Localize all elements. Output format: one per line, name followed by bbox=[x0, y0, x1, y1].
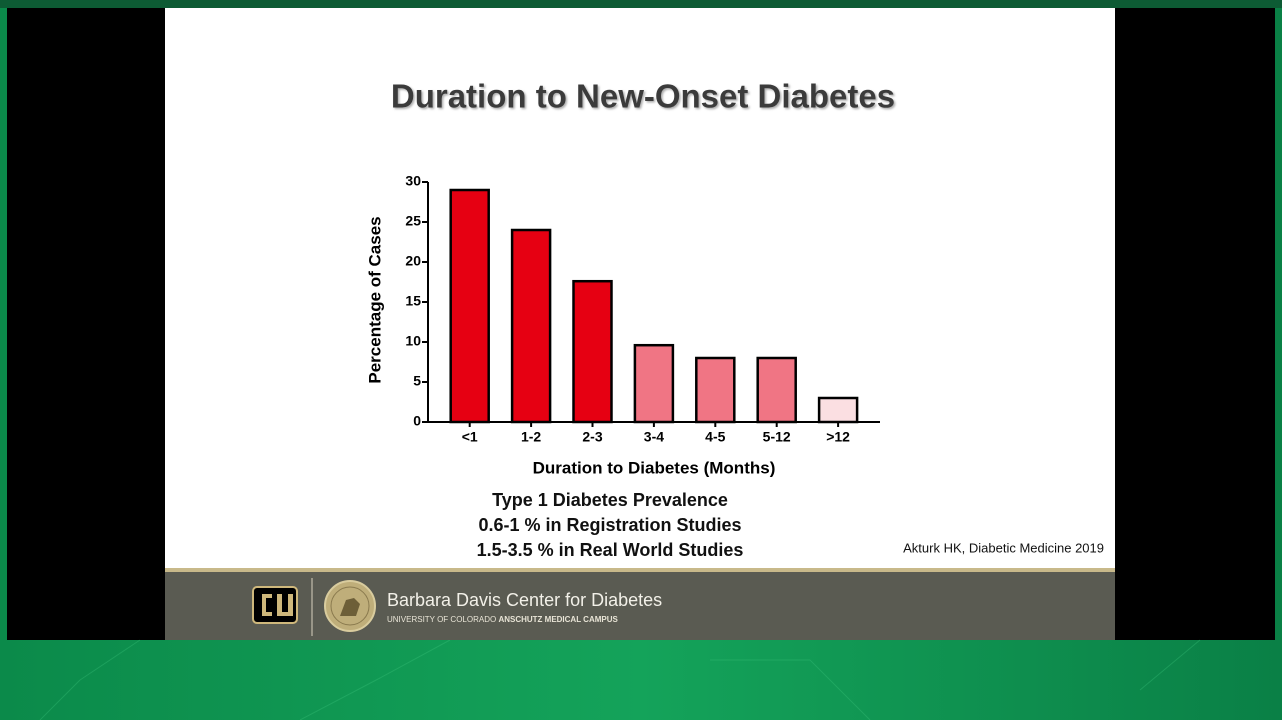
y-axis-title: Percentage of Cases bbox=[365, 216, 384, 383]
y-tick-label: 30 bbox=[405, 173, 421, 189]
note-line: 0.6-1 % in Registration Studies bbox=[478, 515, 741, 535]
y-tick-label: 0 bbox=[413, 413, 421, 429]
x-tick-label: 2-3 bbox=[582, 429, 602, 445]
y-tick-label: 5 bbox=[413, 373, 421, 389]
cu-logo bbox=[252, 586, 298, 624]
background-pattern bbox=[39, 639, 1201, 720]
y-tick-label: 25 bbox=[405, 213, 421, 229]
footer bbox=[165, 572, 1115, 640]
x-tick-label: 1-2 bbox=[521, 429, 541, 445]
bar bbox=[817, 396, 859, 424]
slide-title: Duration to New-Onset Diabetes bbox=[391, 78, 895, 115]
center-subtitle: UNIVERSITY OF COLORADO ANSCHUTZ MEDICAL … bbox=[387, 615, 619, 624]
footer-rule bbox=[165, 568, 1115, 572]
x-tick-label: >12 bbox=[826, 429, 850, 445]
note-line: 1.5-3.5 % in Real World Studies bbox=[477, 540, 744, 560]
x-tick-label: 4-5 bbox=[705, 429, 725, 445]
bar bbox=[695, 356, 736, 424]
note-heading: Type 1 Diabetes Prevalence bbox=[492, 490, 728, 510]
x-axis-title: Duration to Diabetes (Months) bbox=[533, 458, 776, 477]
top-band bbox=[0, 0, 1282, 8]
subtitle-bold: ANSCHUTZ MEDICAL CAMPUS bbox=[498, 615, 618, 624]
y-tick-label: 20 bbox=[405, 253, 421, 269]
bar bbox=[510, 228, 552, 424]
bar bbox=[449, 188, 490, 424]
citation: Akturk HK, Diabetic Medicine 2019 bbox=[903, 540, 1104, 555]
chart: 0 5 10 15 20 25 30 <1 1-2 2-3 3-4 4-5 5-12 >12 bbox=[405, 173, 880, 445]
bar bbox=[633, 343, 675, 424]
slide bbox=[165, 8, 1115, 568]
bar bbox=[572, 279, 613, 424]
y-tick-label: 10 bbox=[405, 333, 421, 349]
x-tick-label: <1 bbox=[462, 429, 478, 445]
bar bbox=[756, 356, 797, 424]
x-tick-label: 5-12 bbox=[763, 429, 791, 445]
x-tick-label: 3-4 bbox=[644, 429, 664, 445]
seal bbox=[324, 580, 376, 632]
subtitle-plain: UNIVERSITY OF COLORADO bbox=[387, 615, 496, 624]
center-name: Barbara Davis Center for Diabetes bbox=[387, 590, 662, 610]
y-tick-label: 15 bbox=[405, 293, 421, 309]
